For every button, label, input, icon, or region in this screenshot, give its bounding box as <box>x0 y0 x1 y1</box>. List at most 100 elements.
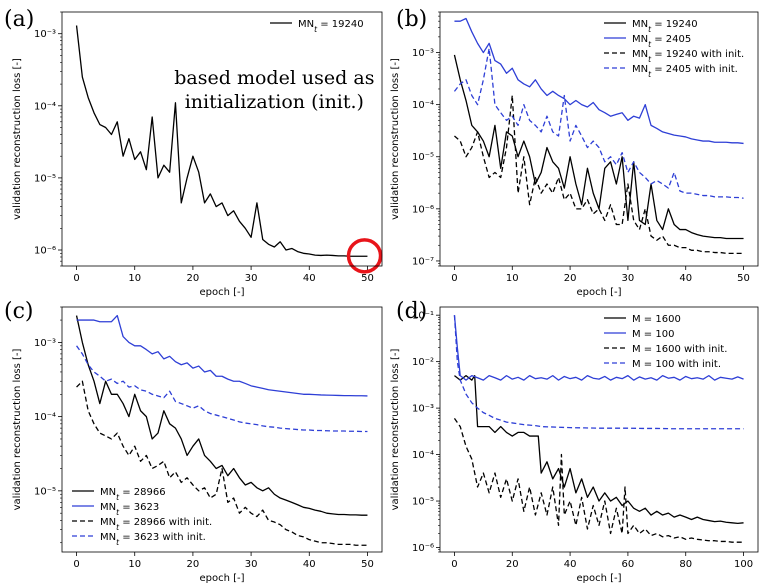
panel-4: 10⁻⁶ 10⁻⁵ 10⁻⁴ 10⁻³ 10⁻² 10⁻¹ 0 20 40 60 80 100 epoc… <box>390 299 759 584</box>
highlight-circle <box>346 238 383 274</box>
legend-label: MNt = 19240 <box>632 19 698 34</box>
plot-frame <box>61 306 383 553</box>
y-tick-label: 10⁻⁴ <box>412 100 434 111</box>
y-tick-label: 10⁻⁶ <box>412 543 434 554</box>
legend-label: MNt = 19240 <box>298 19 364 34</box>
series-line-1 <box>75 25 368 257</box>
legend: M = 1600 M = 100 M = 1600 with init. M = 10… <box>604 314 727 370</box>
x-tick-label: 40 <box>303 559 316 570</box>
y-axis-label: validation reconstruction loss [-] <box>390 349 401 511</box>
x-tick-label: 80 <box>679 559 692 570</box>
series-line-3 <box>76 380 368 546</box>
series-line-2 <box>454 17 744 145</box>
x-tick-label: 60 <box>622 559 635 570</box>
legend-label: MNt = 2405 <box>632 34 691 49</box>
x-tick-label: 10 <box>128 559 141 570</box>
x-tick-label: 0 <box>73 273 79 284</box>
y-tick-label: 10⁻⁴ <box>412 450 434 461</box>
x-tick-label: 50 <box>361 559 374 570</box>
legend-label: MNt = 19240 with init. <box>632 49 744 64</box>
y-tick-label: 10⁻³ <box>34 29 56 40</box>
y-tick-label: 10⁻⁵ <box>412 152 434 163</box>
legend: MNt = 19240 <box>270 19 364 34</box>
series-line-2 <box>76 314 368 397</box>
x-axis-label: epoch [-] <box>576 287 621 298</box>
legend-label: MNt = 28966 with init. <box>100 517 212 532</box>
y-tick-label: 10⁻⁶ <box>412 204 434 215</box>
series-line-3 <box>454 94 744 254</box>
series-line-4 <box>76 345 368 433</box>
y-tick-label: 10⁻³ <box>412 404 434 415</box>
x-tick-label: 40 <box>303 273 316 284</box>
x-tick-label: 20 <box>187 273 200 284</box>
series-line-1 <box>453 54 744 240</box>
x-tick-label: 50 <box>361 273 374 284</box>
x-tick-label: 30 <box>622 273 635 284</box>
x-tick-label: 20 <box>187 559 200 570</box>
y-tick-label: 10⁻⁴ <box>34 412 56 423</box>
y-tick-label: 10⁻³ <box>412 48 434 59</box>
series-group <box>453 315 744 543</box>
legend-label: MNt = 3623 with init. <box>100 532 206 547</box>
series-line-1 <box>454 374 744 525</box>
x-axis-label: epoch [-] <box>576 573 621 584</box>
x-tick-label: 40 <box>564 559 577 570</box>
legend-label: M = 1600 <box>632 314 681 325</box>
x-axis-label: epoch [-] <box>199 573 244 584</box>
panel-letter: (d) <box>396 299 427 324</box>
y-tick-label: 10⁻⁴ <box>34 101 56 112</box>
y-axis-label: validation reconstruction loss [-] <box>12 349 23 511</box>
plot-frame <box>439 11 759 267</box>
x-tick-label: 10 <box>506 273 519 284</box>
y-tick-label: 10⁻³ <box>34 338 56 349</box>
x-tick-label: 10 <box>128 273 141 284</box>
x-tick-label: 0 <box>451 559 457 570</box>
legend-label: M = 1600 with init. <box>632 344 727 355</box>
legend-label: MNt = 3623 <box>100 502 159 517</box>
y-tick-label: 10⁻⁶ <box>34 246 56 257</box>
y-tick-label: 10⁻⁵ <box>34 486 56 497</box>
x-tick-label: 30 <box>245 559 258 570</box>
x-tick-label: 30 <box>245 273 258 284</box>
legend-label: MNt = 2405 with init. <box>632 64 738 79</box>
y-axis-label: validation reconstruction loss [-] <box>390 58 401 220</box>
panel-letter: (c) <box>4 299 34 324</box>
annotation-text: initialization (init.) <box>185 91 364 113</box>
plot-frame <box>439 306 759 553</box>
y-tick-label: 10⁻² <box>412 357 434 368</box>
x-tick-label: 0 <box>73 559 79 570</box>
panel-3: 10⁻⁵ 10⁻⁴ 10⁻³ 0 10 20 30 40 50 epoch [-] validati… <box>4 299 383 584</box>
series-group <box>453 17 744 254</box>
x-axis-label: epoch [-] <box>199 287 244 298</box>
legend-label: M = 100 with init. <box>632 359 721 370</box>
x-tick-label: 40 <box>679 273 692 284</box>
y-tick-label: 10⁻¹ <box>412 311 434 322</box>
y-axis-label: validation reconstruction loss [-] <box>12 58 23 220</box>
series-line-4 <box>453 315 744 430</box>
legend-label: MNt = 28966 <box>100 487 166 502</box>
x-tick-label: 100 <box>734 559 753 570</box>
x-tick-label: 20 <box>506 559 519 570</box>
series-group <box>75 25 368 257</box>
legend-label: M = 100 <box>632 329 674 340</box>
y-tick-label: 10⁻⁵ <box>34 173 56 184</box>
panel-2: 10⁻⁷ 10⁻⁶ 10⁻⁵ 10⁻⁴ 10⁻³ 0 10 20 30 40 50 epoch [-]… <box>390 7 759 298</box>
panel-letter: (a) <box>4 7 34 32</box>
x-tick-label: 50 <box>737 273 750 284</box>
series-line-3 <box>453 418 744 543</box>
series-line-4 <box>453 47 744 199</box>
x-tick-label: 20 <box>564 273 577 284</box>
series-line-2 <box>453 315 744 381</box>
annotation-text: based model used as <box>174 67 374 89</box>
panel-letter: (b) <box>396 7 427 32</box>
y-tick-label: 10⁻⁷ <box>412 256 434 267</box>
series-line-1 <box>75 315 368 516</box>
y-tick-label: 10⁻⁵ <box>412 497 434 508</box>
x-tick-label: 0 <box>451 273 457 284</box>
panel-1: 10⁻⁶ 10⁻⁵ 10⁻⁴ 10⁻³ 0 10 20 30 40 50 epoch [-] vali… <box>4 7 383 298</box>
series-group <box>75 314 368 546</box>
plot-frame <box>61 11 383 267</box>
